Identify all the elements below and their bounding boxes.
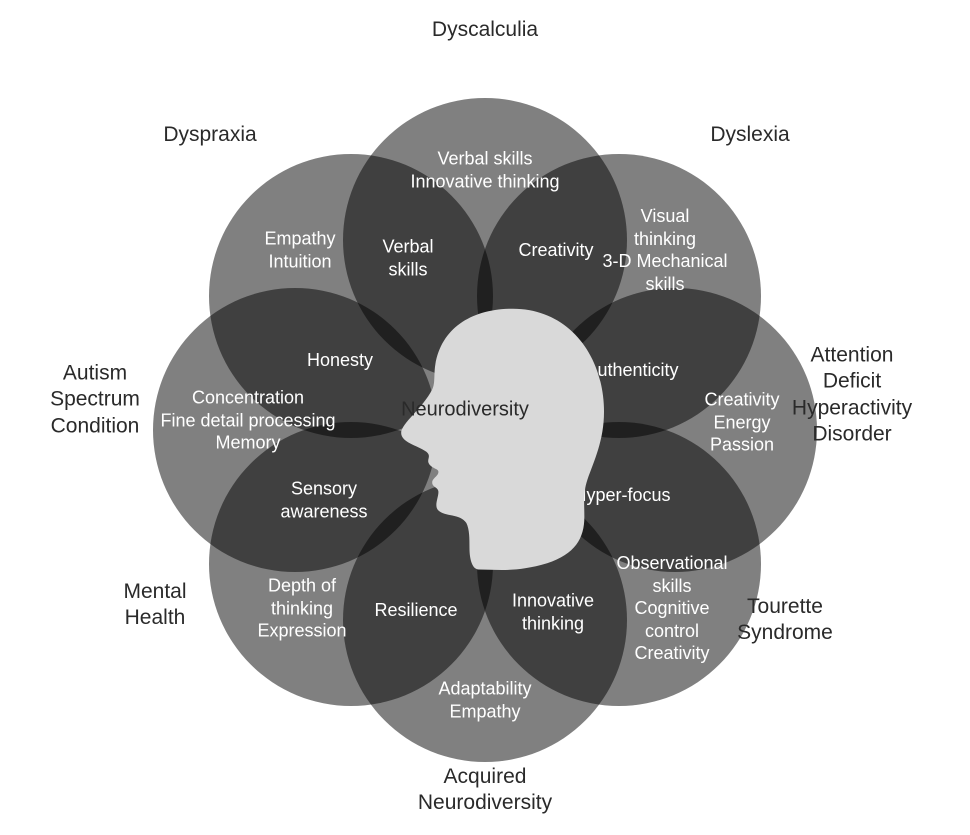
outer-label-0: Dyscalculia <box>432 17 538 43</box>
outer-label-3: Tourette Syndrome <box>737 594 833 647</box>
center-label: Neurodiversity <box>401 399 529 422</box>
overlap-text-0: Verbal skills <box>382 236 433 281</box>
outer-label-7: Dyspraxia <box>163 122 256 148</box>
petal-text-7: Empathy Intuition <box>264 228 335 273</box>
outer-label-2: Attention Deficit Hyperactivity Disorder <box>792 343 912 448</box>
overlap-text-5: Resilience <box>374 599 457 622</box>
overlap-text-1: Creativity <box>518 239 593 262</box>
petal-text-2: Creativity Energy Passion <box>704 388 779 456</box>
outer-label-1: Dyslexia <box>710 122 789 148</box>
petal-text-0: Verbal skills Innovative thinking <box>410 148 559 193</box>
petal-text-6: Concentration Fine detail processing Mem… <box>160 386 335 454</box>
overlap-text-4: Innovative thinking <box>512 590 594 635</box>
outer-label-6: Autism Spectrum Condition <box>50 361 140 440</box>
outer-label-5: Mental Health <box>123 579 186 632</box>
neurodiversity-diagram: Dyscalculia Dyslexia Attention Deficit Hyp… <box>0 0 970 835</box>
head-icon <box>330 281 641 592</box>
outer-label-4: Acquired Neurodiversity <box>418 764 552 817</box>
petal-text-4: Adaptability Empathy <box>438 678 531 723</box>
